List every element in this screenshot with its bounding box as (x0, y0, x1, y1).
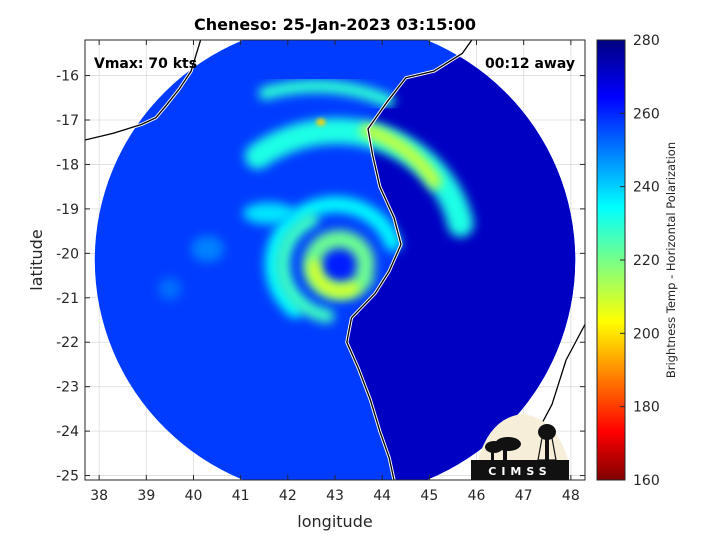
x-tick-label: 43 (326, 488, 344, 504)
y-tick-label: -16 (56, 69, 79, 85)
coastline-west (85, 40, 202, 141)
colorbar-tick-label: 180 (633, 400, 660, 416)
x-axis-ticks: 38 39 40 41 42 43 44 45 46 47 48 (90, 40, 580, 504)
x-tick-label: 38 (90, 488, 108, 504)
convective-blob (243, 202, 295, 225)
x-tick-label: 47 (515, 488, 533, 504)
convective-blob (158, 277, 182, 300)
colorbar-tick-label: 280 (633, 33, 660, 49)
time-away-annotation: 00:12 away (485, 56, 575, 72)
logo-text: CIMSS (488, 465, 551, 478)
y-axis-ticks: -16 -17 -18 -19 -20 -21 -22 -23 -24 -25 (56, 69, 585, 485)
colorbar-tick-label: 240 (633, 180, 660, 196)
colorbar-label: Brightness Temp - Horizontal Polarizatio… (664, 142, 678, 378)
vmax-annotation: Vmax: 70 kts (94, 56, 197, 72)
y-tick-label: -19 (56, 202, 79, 218)
colorbar-tick-label: 220 (633, 253, 660, 269)
chart-title: Cheneso: 25-Jan-2023 03:15:00 (194, 15, 476, 34)
x-tick-label: 46 (468, 488, 486, 504)
cimss-logo: CIMSS (471, 414, 569, 480)
rainband-arc (360, 123, 442, 189)
colorbar-tick-label: 260 (633, 106, 660, 122)
rainband-arc (275, 212, 335, 324)
convective-blob (191, 235, 225, 263)
x-tick-label: 39 (137, 488, 155, 504)
y-tick-label: -21 (56, 291, 79, 307)
y-tick-label: -23 (56, 380, 79, 396)
colorbar-tick-label: 160 (633, 473, 660, 489)
x-tick-label: 42 (279, 488, 297, 504)
x-axis-label: longitude (297, 512, 372, 531)
x-tick-label: 41 (232, 488, 250, 504)
coastline-madagascar (346, 40, 473, 480)
rainband-arc (308, 259, 360, 297)
x-tick-label: 45 (420, 488, 438, 504)
rainband-arc (258, 79, 395, 108)
y-tick-label: -18 (56, 157, 79, 173)
rainband-arc (264, 196, 402, 319)
colorbar-tick-label: 200 (633, 326, 660, 342)
x-tick-label: 48 (562, 488, 580, 504)
y-tick-label: -17 (56, 113, 79, 129)
convective-blob (316, 118, 326, 126)
x-tick-label: 40 (185, 488, 203, 504)
colorbar-ticks: 160 180 200 220 240 260 280 (620, 33, 660, 489)
y-tick-label: -24 (56, 424, 79, 440)
y-tick-label: -20 (56, 246, 79, 262)
y-axis-label: latitude (27, 229, 46, 290)
y-tick-label: -22 (56, 335, 79, 351)
x-tick-label: 44 (373, 488, 391, 504)
y-tick-label: -25 (56, 469, 79, 485)
